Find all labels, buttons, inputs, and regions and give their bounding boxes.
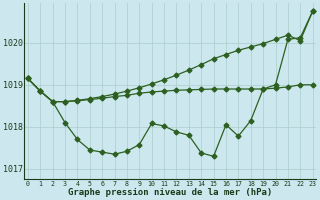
X-axis label: Graphe pression niveau de la mer (hPa): Graphe pression niveau de la mer (hPa)	[68, 188, 272, 197]
